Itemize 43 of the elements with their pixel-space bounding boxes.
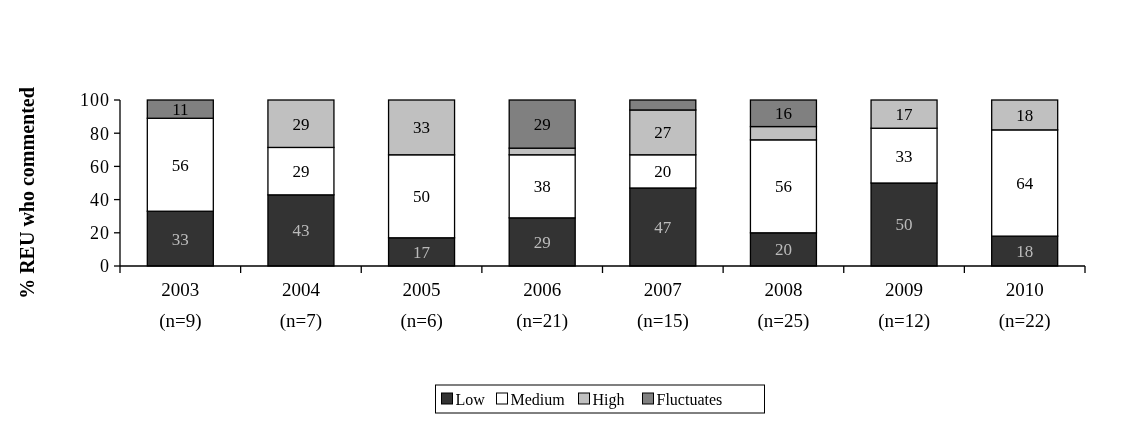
x-tick-label: 2006 (n=21) [516,279,569,332]
data-label: 38 [533,177,551,197]
data-label: 50 [413,187,431,207]
data-label: 33 [413,118,431,138]
y-tick-label: 20 [90,223,110,244]
data-label: 33 [895,146,913,166]
legend-label: Fluctuates [656,390,723,408]
data-label: 29 [292,114,310,134]
x-tick-label: 2007 (n=15) [636,279,689,332]
data-label: 29 [292,162,310,182]
data-label: 64 [1016,173,1034,193]
data-label: 43 [292,221,310,241]
data-label: 20 [774,240,792,260]
y-tick-label: 80 [90,123,110,144]
x-tick-label: 2004 (n=7) [279,279,323,332]
y-tick-label: 0 [100,256,110,277]
legend-label: Low [455,390,486,408]
x-tick-label: 2008 (n=25) [757,279,810,332]
data-label: 56 [171,155,189,175]
data-label: 18 [1016,105,1034,125]
data-label: 29 [533,115,551,135]
data-label: 20 [654,162,672,182]
y-tick-label: 60 [90,156,110,177]
x-tick-label: 2009 (n=12) [878,279,930,332]
x-tick-label: 2003 (n=9) [159,279,202,332]
data-label: 17 [413,242,431,262]
data-label: 18 [1016,242,1034,262]
data-label: 50 [895,215,913,235]
legend-label: High [592,390,625,409]
y-tick-label: 40 [90,189,110,210]
data-label: 27 [654,123,672,143]
data-label: 17 [895,105,914,125]
data-label: 16 [774,104,792,124]
data-label: 29 [533,232,551,252]
legend-label: Medium [510,390,566,408]
data-label: 47 [654,217,672,237]
data-label: 33 [171,229,189,249]
data-label: 56 [774,177,792,197]
y-tick-label: 100 [80,90,110,111]
data-label: 11 [172,100,189,120]
y-axis-title: % REU who commented [16,87,38,299]
x-tick-label: 2005 (n=6) [400,279,443,332]
x-tick-label: 2010 (n=22) [998,279,1051,332]
